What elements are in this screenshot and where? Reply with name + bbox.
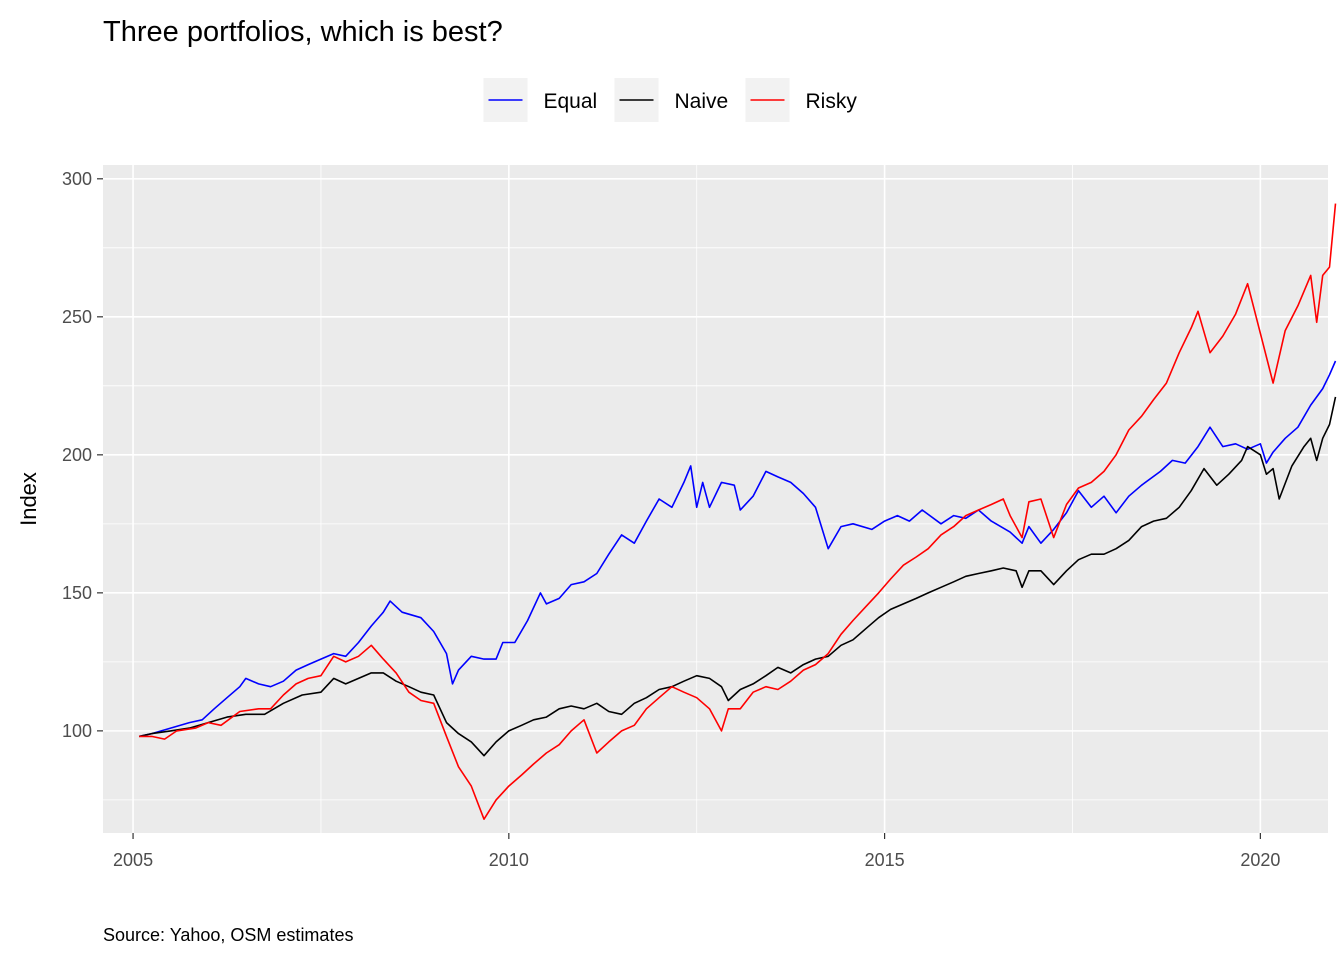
legend-entry-equal: Equal bbox=[483, 78, 598, 122]
series-line-risky bbox=[139, 203, 1337, 820]
plot-panel bbox=[103, 165, 1328, 833]
y-axis-title: Index bbox=[16, 472, 41, 526]
x-tick-label: 2005 bbox=[113, 850, 153, 870]
x-tick-label: 2015 bbox=[865, 850, 905, 870]
series-line-equal bbox=[138, 360, 1337, 738]
series-line-naive bbox=[138, 396, 1337, 757]
series-lines bbox=[138, 203, 1337, 820]
y-tick-label: 300 bbox=[62, 169, 92, 189]
y-tick-label: 100 bbox=[62, 721, 92, 741]
legend-label: Equal bbox=[544, 90, 598, 113]
minor-gridlines bbox=[103, 165, 1328, 833]
chart-title: Three portfolios, which is best? bbox=[103, 16, 503, 48]
legend: Equal Naive Risky bbox=[483, 78, 858, 122]
legend-entry-risky: Risky bbox=[745, 78, 858, 122]
legend-label: Risky bbox=[806, 90, 858, 113]
legend-label: Naive bbox=[675, 90, 729, 113]
chart-caption: Source: Yahoo, OSM estimates bbox=[103, 925, 353, 945]
y-tick-label: 150 bbox=[62, 583, 92, 603]
major-gridlines bbox=[103, 165, 1328, 833]
y-tick-label: 200 bbox=[62, 445, 92, 465]
y-tick-label: 250 bbox=[62, 307, 92, 327]
x-tick-label: 2010 bbox=[489, 850, 529, 870]
x-tick-label: 2020 bbox=[1240, 850, 1280, 870]
legend-entry-naive: Naive bbox=[614, 78, 729, 122]
axes: 100 150 200 250 300 2005 2010 2015 2020 bbox=[62, 169, 1280, 870]
